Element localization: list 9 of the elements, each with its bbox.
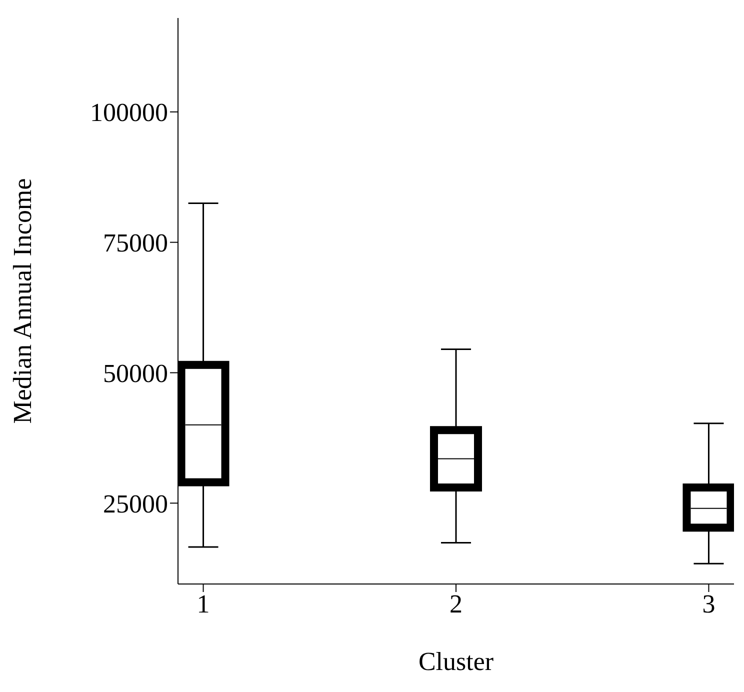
x-axis-title: Cluster <box>418 647 494 676</box>
y-tick-label: 75000 <box>103 228 168 258</box>
x-tick-label: 3 <box>702 589 716 618</box>
y-tick-label: 50000 <box>103 358 168 388</box>
y-tick-label: 25000 <box>103 489 168 518</box>
y-tick-label: 100000 <box>90 98 168 128</box>
x-tick-label: 2 <box>450 589 462 618</box>
x-tick-label: 1 <box>196 589 210 618</box>
y-axis-title: Median Annual Income <box>8 178 38 424</box>
